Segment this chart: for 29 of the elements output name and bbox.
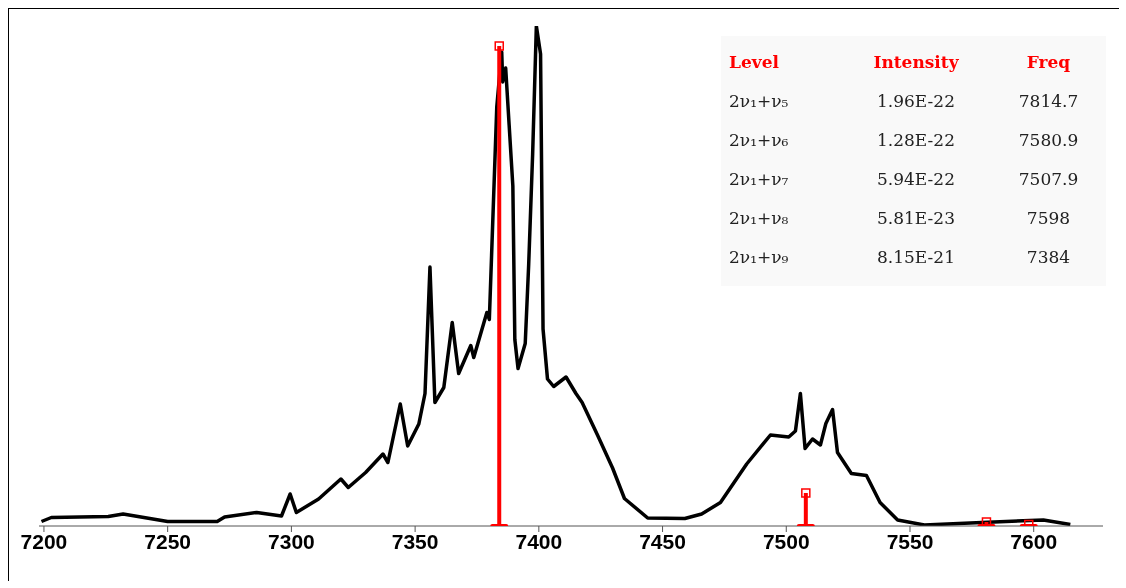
annotation: 5.94E-22: [876, 168, 956, 189]
annotation: 1.96E-22: [876, 90, 956, 111]
x-tick-label: 7550: [886, 529, 934, 553]
x-tick-label: 7400: [515, 529, 563, 553]
x-tick-label: 7200: [20, 529, 68, 553]
annotation: 7814.7: [1017, 90, 1080, 111]
annotation: 2ν₁+ν₇: [728, 168, 790, 189]
annotation: 7598: [1025, 207, 1072, 228]
annotation: 2ν₁+ν₅: [728, 90, 790, 111]
annotation: 1.28E-22: [876, 129, 956, 150]
x-tick-label: 7300: [268, 529, 315, 553]
x-tick-label: 7600: [1010, 529, 1058, 553]
x-tick-label: 7500: [762, 529, 810, 553]
annotation: 5.81E-23: [876, 207, 956, 228]
annotation: 8.15E-21: [876, 246, 956, 267]
point: [494, 41, 504, 51]
annotation: 2ν₁+ν₈: [728, 207, 790, 228]
annotation: 7384: [1025, 246, 1072, 267]
point: [801, 488, 811, 498]
annotation: Intensity: [872, 51, 960, 72]
x-tick-label: 7450: [639, 529, 686, 553]
x-tick-label: 7350: [391, 529, 439, 553]
annotation: 2ν₁+ν₉: [728, 246, 790, 267]
x-tick-label: 7250: [144, 529, 192, 553]
annotation: 7507.9: [1017, 168, 1080, 189]
annotation: Level: [728, 51, 780, 72]
annotation: Freq: [1025, 51, 1072, 72]
annotation: 7580.9: [1017, 129, 1080, 150]
annotation: 2ν₁+ν₆: [728, 129, 790, 150]
